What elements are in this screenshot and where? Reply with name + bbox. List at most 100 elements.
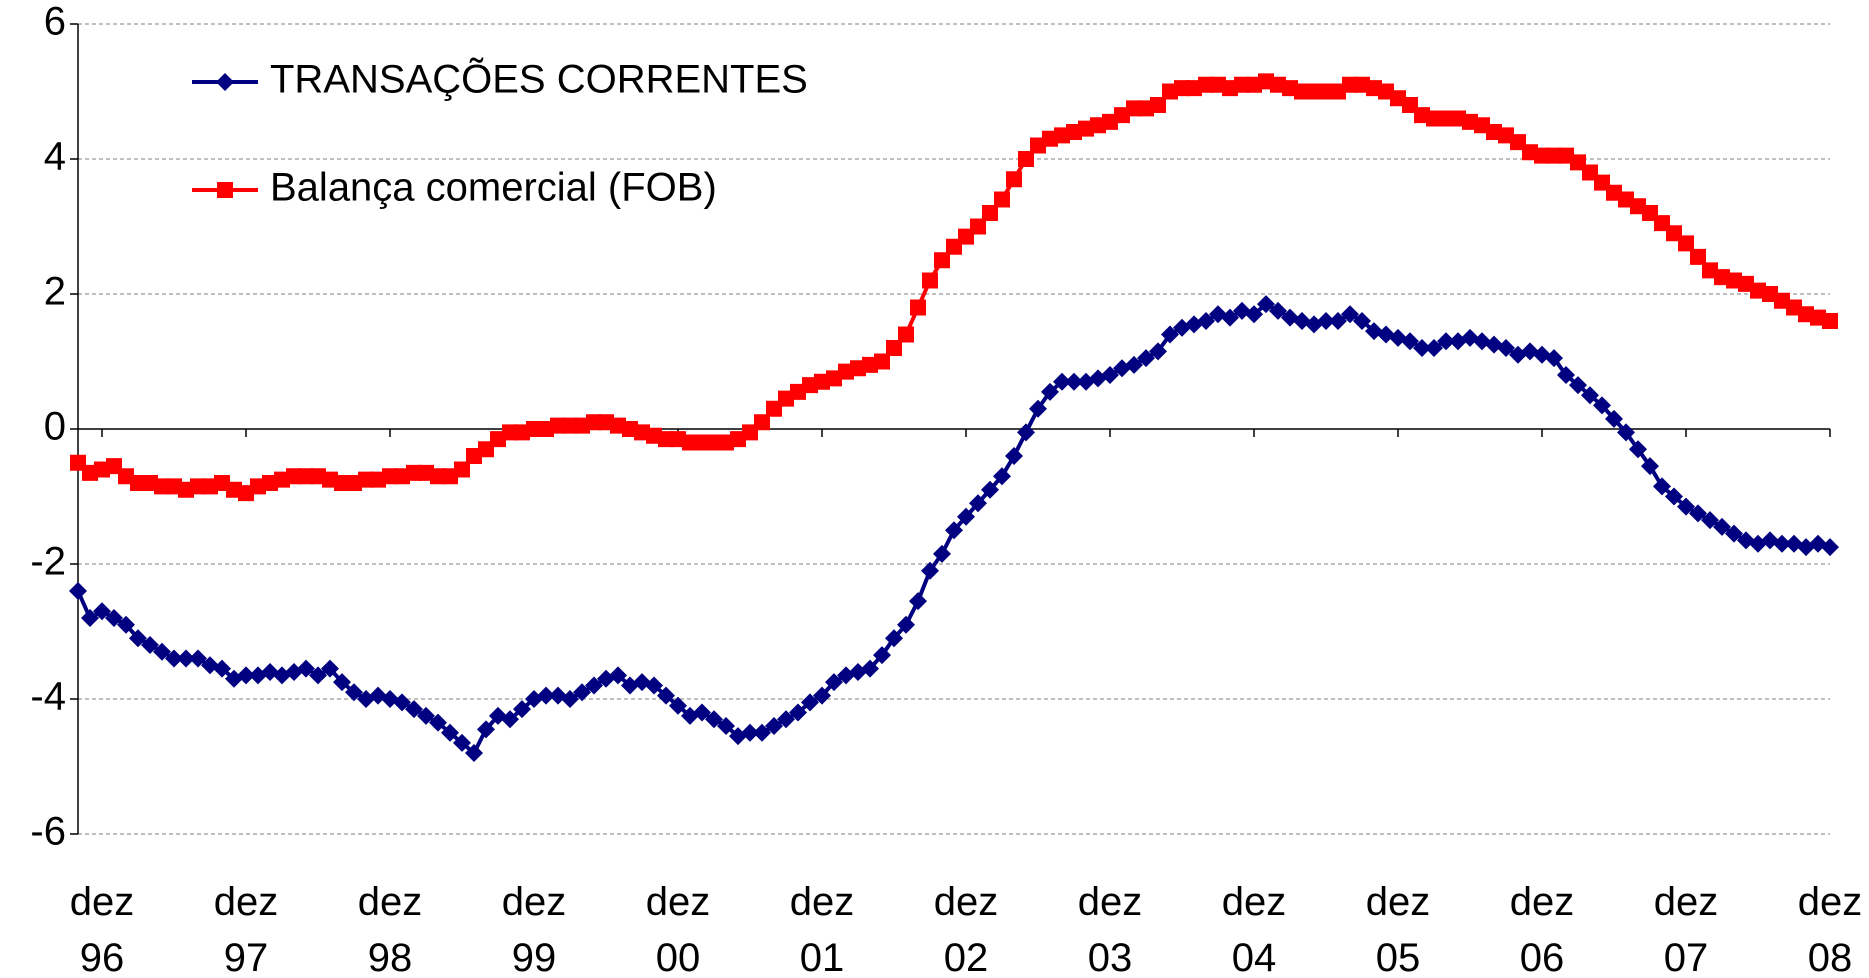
x-tick-label: dez 03 xyxy=(1077,880,1143,978)
data-point xyxy=(573,683,591,702)
data-point xyxy=(1725,524,1743,543)
data-point xyxy=(1569,376,1587,395)
data-point xyxy=(934,252,950,269)
data-point xyxy=(741,723,759,742)
data-point xyxy=(1005,447,1023,465)
data-point xyxy=(141,636,159,654)
data-point xyxy=(1245,305,1263,324)
data-point xyxy=(874,353,890,370)
data-point xyxy=(717,717,735,735)
data-point xyxy=(933,544,951,563)
data-point xyxy=(513,700,531,719)
data-point xyxy=(1018,151,1034,167)
data-point xyxy=(1713,517,1731,536)
data-point xyxy=(1161,325,1179,344)
data-point xyxy=(1617,423,1635,442)
data-point xyxy=(957,507,975,526)
data-point xyxy=(1401,332,1419,351)
data-point xyxy=(1053,372,1071,391)
data-point xyxy=(1425,339,1443,357)
data-point xyxy=(1017,423,1035,442)
x-tick-label: dez 00 xyxy=(645,880,711,978)
data-point xyxy=(465,744,483,762)
y-tick-label: 0 xyxy=(44,405,66,449)
data-point xyxy=(69,582,87,600)
data-point xyxy=(1353,312,1371,330)
data-point xyxy=(910,299,926,316)
data-point xyxy=(1149,342,1167,361)
data-point xyxy=(213,659,231,678)
data-point xyxy=(561,690,579,708)
x-tick-label: dez 04 xyxy=(1221,880,1287,978)
data-point xyxy=(237,666,255,685)
data-point xyxy=(309,666,327,685)
data-point xyxy=(813,686,831,705)
data-point xyxy=(693,703,711,722)
data-point xyxy=(754,414,770,431)
data-point xyxy=(994,191,1010,208)
data-point xyxy=(753,723,771,742)
data-point xyxy=(93,602,111,621)
x-tick-label: dez 99 xyxy=(501,880,567,978)
data-point xyxy=(1150,97,1166,113)
data-point xyxy=(297,659,315,678)
x-tick-label: dez 01 xyxy=(789,880,855,978)
data-point xyxy=(1413,339,1431,357)
y-tick-label: 6 xyxy=(44,0,66,44)
y-tick-label: 4 xyxy=(44,135,66,179)
x-tick-label: dez 05 xyxy=(1365,880,1431,978)
x-tick-label: dez 97 xyxy=(213,880,279,978)
data-point xyxy=(1701,511,1719,530)
data-point xyxy=(153,642,171,661)
data-point xyxy=(1822,313,1838,329)
x-tick-label: dez 02 xyxy=(933,880,999,978)
data-point xyxy=(909,592,927,611)
legend-marker xyxy=(217,182,233,198)
data-point xyxy=(585,676,603,695)
data-point xyxy=(454,461,470,478)
data-point xyxy=(885,629,903,648)
data-point xyxy=(417,706,435,725)
legend-marker xyxy=(216,73,234,91)
data-point xyxy=(1437,332,1455,351)
data-point xyxy=(873,646,891,665)
y-tick-label: -2 xyxy=(30,540,66,584)
data-point xyxy=(1678,235,1694,252)
data-point xyxy=(1041,382,1059,401)
data-point xyxy=(81,609,99,627)
data-point xyxy=(777,710,795,729)
legend-label: Balança comercial (FOB) xyxy=(270,166,717,210)
data-point xyxy=(669,696,687,715)
data-point xyxy=(897,615,915,634)
data-point xyxy=(189,649,207,668)
data-point xyxy=(1269,301,1287,320)
data-point xyxy=(1545,349,1563,368)
x-tick-label: dez 98 xyxy=(357,880,423,978)
data-point xyxy=(1665,487,1683,506)
data-point xyxy=(609,666,627,685)
data-point xyxy=(1317,312,1335,330)
data-point xyxy=(393,693,411,712)
data-point xyxy=(165,649,183,668)
data-point xyxy=(1221,308,1239,327)
data-point xyxy=(886,340,902,356)
data-point xyxy=(789,703,807,722)
data-point xyxy=(453,733,471,752)
y-tick-label: -6 xyxy=(30,810,66,854)
data-point xyxy=(1125,355,1143,374)
data-point xyxy=(1653,477,1671,496)
data-point xyxy=(1101,366,1119,384)
x-tick-label: dez 08 xyxy=(1797,880,1863,978)
data-point xyxy=(1773,534,1791,553)
data-point xyxy=(1677,497,1695,516)
data-point xyxy=(1197,312,1215,330)
data-point xyxy=(345,683,363,702)
data-point xyxy=(645,676,663,695)
x-tick-label: dez 06 xyxy=(1509,880,1575,978)
data-point xyxy=(441,723,459,742)
data-point xyxy=(537,686,555,705)
data-point xyxy=(969,494,987,513)
data-point xyxy=(405,700,423,719)
y-tick-label: -4 xyxy=(30,675,66,719)
